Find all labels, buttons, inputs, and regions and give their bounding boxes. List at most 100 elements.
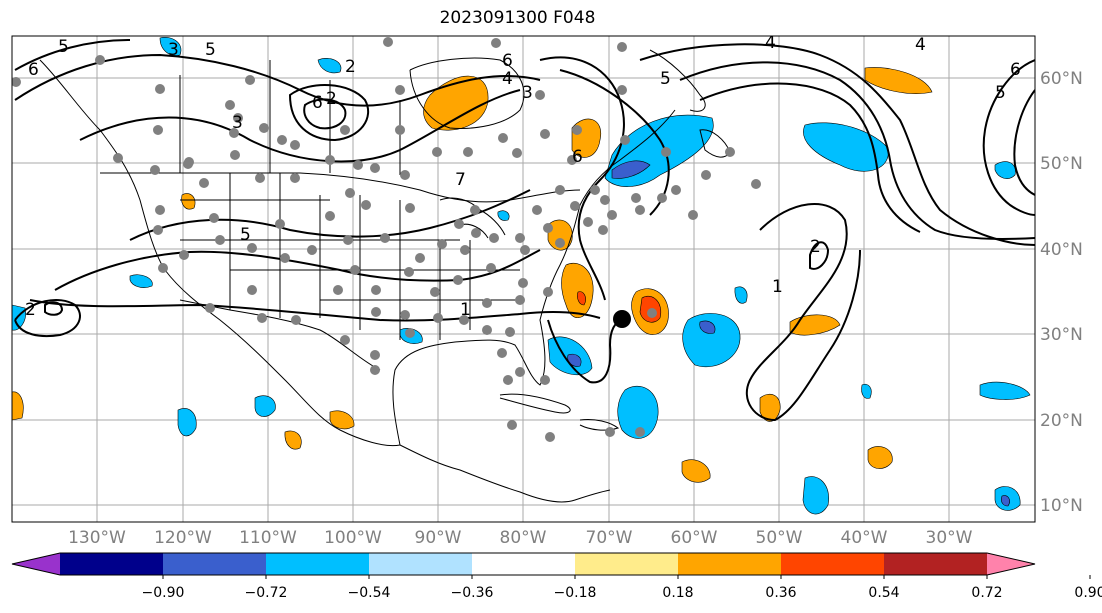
contour-label-11: 3 — [522, 83, 533, 103]
colorbar-tick-label: 0.72 — [971, 585, 1002, 601]
lon-label-90w: 90°W — [415, 528, 462, 548]
contour-3 — [129, 189, 531, 241]
colorbar-segment — [163, 553, 266, 575]
contour-1 — [29, 299, 601, 322]
lon-label-80w: 80°W — [500, 528, 547, 548]
contour-atlantic-high — [639, 43, 1035, 246]
contour-label-23: 1 — [772, 277, 783, 297]
contour-label-2: 6 — [28, 60, 39, 80]
colorbar-tick-label: 0.36 — [765, 585, 796, 601]
blue-shade-lakes — [497, 210, 510, 221]
blue-shade-mexico — [254, 395, 276, 417]
colorbar-tick-label: 0.18 — [662, 585, 693, 601]
contour-labels: 5 6 3 2 5 3 6 2 6 4 3 6 5 4 5 6 4 5 7 3 … — [25, 36, 1021, 320]
contour-label-15: 5 — [995, 83, 1006, 103]
blue-shade-atlantic-small — [734, 286, 748, 304]
colorbar-segment — [369, 553, 472, 575]
contour-label-8: 2 — [326, 89, 337, 109]
colorbar-tick-label: −0.90 — [142, 585, 185, 601]
orange-shade-eastpac — [284, 430, 302, 450]
orange-shade-north-atlantic — [864, 67, 933, 94]
contour-atlantic-high-2 — [679, 61, 1035, 241]
colorbar-tick-label: −0.18 — [554, 585, 597, 601]
orange-shade-gulf — [329, 410, 355, 430]
height-contours — [14, 39, 1035, 422]
hurricane-center-marker — [613, 310, 631, 328]
contour-east-trough-2 — [559, 69, 670, 216]
hispaniola — [579, 419, 620, 431]
contour-east-low — [982, 59, 1035, 216]
colorbar-tick-label: −0.36 — [451, 585, 494, 601]
contour-label-18: 5 — [240, 225, 251, 245]
map-title: 2023091300 F048 — [439, 8, 596, 28]
us-mexico-border — [179, 299, 381, 371]
colorbar-segment — [472, 553, 575, 575]
darkblue-shade-atlantic-a — [699, 320, 716, 334]
colorbar: −0.90 −0.72 −0.54 −0.36 −0.18 0.18 0.36 0.54 0.7… — [11, 552, 1102, 601]
contour-2 — [54, 249, 541, 291]
orange-shade-east — [867, 446, 893, 469]
colorbar-segment — [575, 553, 678, 575]
lon-label-70w: 70°W — [586, 528, 633, 548]
colorbar-extend-high — [987, 553, 1035, 575]
lon-label-100w: 100°W — [324, 528, 382, 548]
colorbar-tick-label: −0.72 — [245, 585, 288, 601]
colorbar-segment — [60, 553, 163, 575]
us-canada-border — [100, 172, 581, 203]
lon-label-110w: 110°W — [239, 528, 297, 548]
orange-shade-carolina — [561, 263, 594, 318]
blue-shade-south — [802, 476, 829, 515]
contour-low-2 — [303, 98, 347, 130]
darkblue-shade-nova-scotia — [611, 160, 651, 179]
cuba — [499, 393, 571, 414]
contour-label-12: 6 — [572, 147, 583, 167]
blue-shade-bc — [159, 37, 182, 56]
contour-atlantic-high-3 — [699, 82, 921, 233]
colorbar-tick-label: 0.90 — [1074, 585, 1102, 601]
contour-hurricane-trough — [547, 319, 623, 384]
lon-label-60w: 60°W — [671, 528, 718, 548]
contour-label-1: 5 — [58, 37, 69, 57]
contour-label-5: 5 — [205, 40, 216, 60]
contour-label-3: 3 — [168, 40, 179, 60]
orange-shade-midatlantic — [547, 219, 573, 251]
contour-label-16: 6 — [1010, 60, 1021, 80]
contour-6 — [14, 39, 131, 71]
lat-label-10n: 10°N — [1040, 496, 1083, 516]
contour-4 — [79, 89, 521, 163]
lat-label-60n: 60°N — [1040, 69, 1083, 89]
lon-label-130w: 130°W — [68, 528, 126, 548]
orange-shade-pacific — [12, 391, 24, 421]
lat-label-50n: 50°N — [1040, 154, 1083, 174]
gulf-coast — [392, 109, 676, 446]
colorbar-extend-low — [12, 553, 60, 575]
map-frame — [11, 35, 1036, 523]
station-dots — [12, 37, 761, 442]
canada-provinces — [179, 60, 401, 175]
central-america — [399, 444, 611, 503]
latitude-labels: 60°N 50°N 40°N 30°N 20°N 10°N — [1040, 69, 1083, 516]
blue-shade-canada — [317, 58, 342, 74]
lon-label-30w: 30°W — [926, 528, 973, 548]
lon-label-50w: 50°W — [756, 528, 803, 548]
blue-shade-atlantic-a — [682, 313, 741, 367]
orange-shade-mid-atlantic — [789, 314, 841, 336]
contour-label-10: 4 — [502, 69, 513, 89]
red-shade-carolina — [577, 291, 586, 306]
contour-tropical-2 — [745, 203, 861, 422]
blue-shade-eastpac — [177, 408, 197, 437]
colorbar-tick-label: 0.54 — [868, 585, 899, 601]
blue-shade-southwest — [129, 274, 153, 288]
contour-label-6: 3 — [232, 113, 243, 133]
orange-shade-hudson — [423, 75, 489, 131]
colorbar-segment — [781, 553, 884, 575]
lon-label-40w: 40°W — [841, 528, 888, 548]
colorbar-outline — [11, 552, 1036, 576]
contour-east-low-2 — [1013, 89, 1035, 196]
hudson-bay — [409, 57, 525, 129]
contour-east-trough — [539, 56, 625, 301]
contour-label-9: 6 — [502, 51, 513, 71]
blue-shade-east-b — [994, 161, 1016, 179]
colorbar-segment — [884, 553, 987, 575]
